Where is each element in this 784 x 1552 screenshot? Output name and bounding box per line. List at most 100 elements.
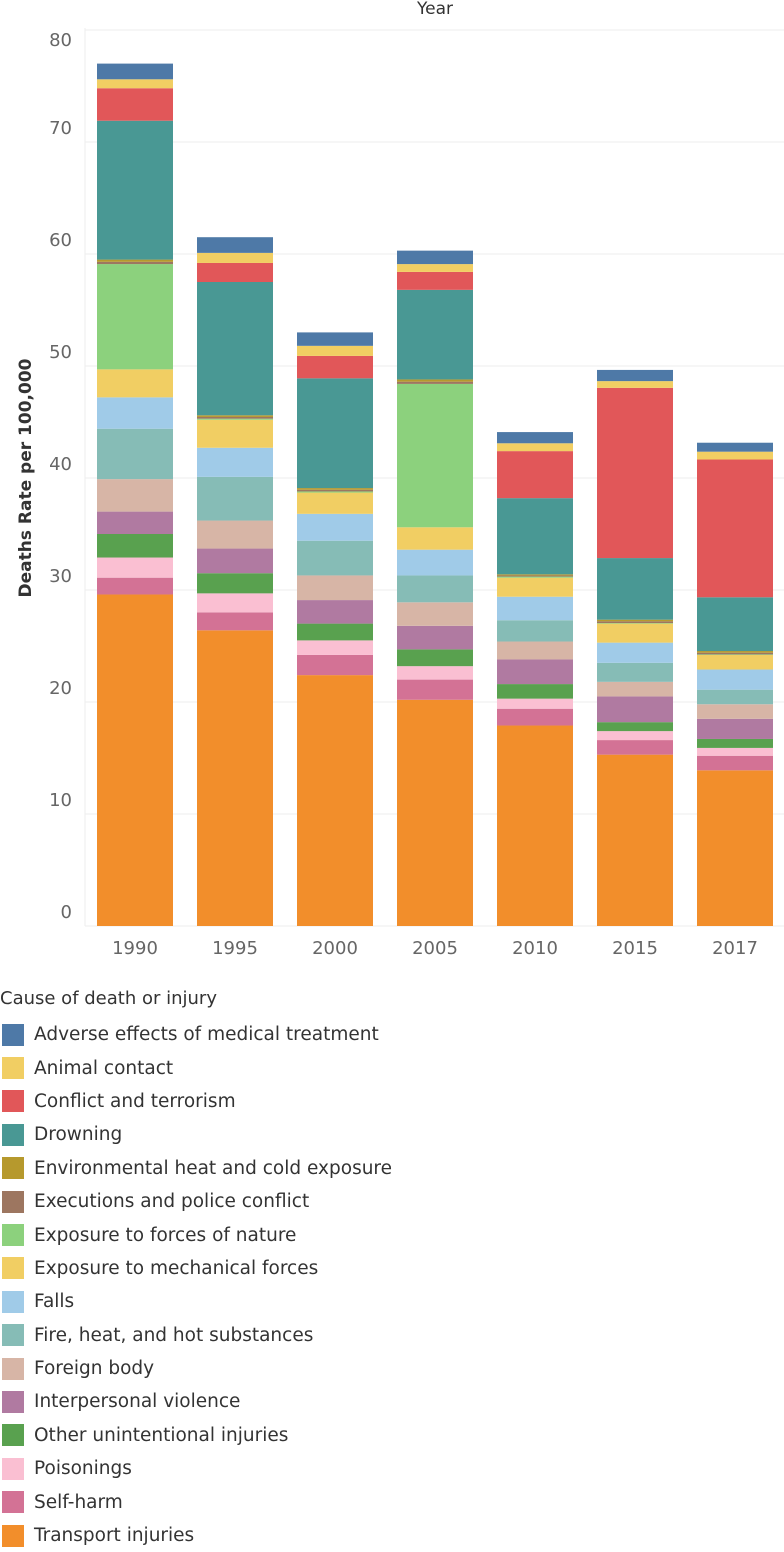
bar-segment-2017-exposure-to-mechanical-forces xyxy=(697,654,773,670)
x-tick-label: 2017 xyxy=(712,938,758,959)
bar-segment-1995-interpersonal-violence xyxy=(197,548,273,574)
legend-item[interactable]: Drowning xyxy=(0,1118,392,1151)
bar-segment-2000-adverse-effects-of-medical-treatment xyxy=(297,332,373,346)
legend-item[interactable]: Executions and police conflict xyxy=(0,1185,392,1218)
legend-item[interactable]: Fire, heat, and hot substances xyxy=(0,1319,392,1352)
legend-label: Interpersonal violence xyxy=(34,1391,241,1413)
legend-item[interactable]: Self-harm xyxy=(0,1485,392,1518)
legend-label: Exposure to mechanical forces xyxy=(34,1257,319,1279)
bar-segment-2000-falls xyxy=(297,513,373,541)
bar-segment-2000-foreign-body xyxy=(297,575,373,601)
y-tick-label: 20 xyxy=(49,678,72,699)
legend-item[interactable]: Exposure to mechanical forces xyxy=(0,1252,392,1285)
bar-segment-2010-self-harm xyxy=(497,708,573,726)
legend-item[interactable]: Foreign body xyxy=(0,1352,392,1385)
bar-segment-2017-executions-and-police-conflict xyxy=(697,652,773,655)
bar-segment-1990-other-unintentional-injuries xyxy=(97,534,173,558)
legend-title: Cause of death or injury xyxy=(0,988,217,1009)
bar-segment-2000-other-unintentional-injuries xyxy=(297,623,373,641)
legend-swatch xyxy=(2,1424,24,1447)
bar-segment-1995-poisonings xyxy=(197,593,273,613)
bar-segment-1995-exposure-to-forces-of-nature xyxy=(197,418,273,420)
bar-segment-2017-exposure-to-forces-of-nature xyxy=(697,654,773,655)
bar-segment-2005-exposure-to-mechanical-forces xyxy=(397,527,473,550)
bar-segment-1995-executions-and-police-conflict xyxy=(197,416,273,419)
legend-label: Falls xyxy=(34,1291,75,1313)
bar-segment-2015-self-harm xyxy=(597,740,673,755)
bar-segment-1990-adverse-effects-of-medical-treatment xyxy=(97,63,173,80)
legend-swatch xyxy=(2,1357,24,1380)
bar-segment-2005-adverse-effects-of-medical-treatment xyxy=(397,250,473,265)
legend-swatch xyxy=(2,1524,24,1547)
legend-item[interactable]: Animal contact xyxy=(0,1051,392,1084)
legend-item[interactable]: Environmental heat and cold exposure xyxy=(0,1152,392,1185)
legend-swatch xyxy=(2,1190,24,1213)
bar-segment-2017-poisonings xyxy=(697,747,773,756)
legend-label: Adverse effects of medical treatment xyxy=(34,1024,379,1046)
bar-segment-2010-conflict-and-terrorism xyxy=(497,451,573,499)
legend-label: Exposure to forces of nature xyxy=(34,1224,297,1246)
bar-segment-1995-drowning xyxy=(197,282,273,416)
bar-segment-1995-other-unintentional-injuries xyxy=(197,573,273,594)
legend-item[interactable]: Interpersonal violence xyxy=(0,1385,392,1418)
bar-segment-1990-environmental-heat-and-cold-exposure xyxy=(97,259,173,262)
bar-segment-2005-exposure-to-forces-of-nature xyxy=(397,383,473,528)
legend-item[interactable]: Exposure to forces of nature xyxy=(0,1218,392,1251)
bar-segment-2000-conflict-and-terrorism xyxy=(297,355,373,379)
legend-item[interactable]: Conflict and terrorism xyxy=(0,1085,392,1118)
legend-swatch xyxy=(2,1457,24,1480)
x-tick-label: 2000 xyxy=(312,938,358,959)
bar-segment-2005-falls xyxy=(397,549,473,576)
bar-segment-1995-self-harm xyxy=(197,612,273,631)
bar-segment-2000-exposure-to-forces-of-nature xyxy=(297,491,373,493)
legend-item[interactable]: Poisonings xyxy=(0,1452,392,1485)
legend-swatch xyxy=(2,1057,24,1080)
bar-segment-2010-other-unintentional-injuries xyxy=(497,684,573,699)
bar-segment-2017-drowning xyxy=(697,597,773,652)
bar-segment-2010-exposure-to-mechanical-forces xyxy=(497,577,573,597)
bar-segment-2010-interpersonal-violence xyxy=(497,659,573,685)
bar-segment-1990-fire-heat-and-hot-substances xyxy=(97,428,173,480)
bar-segment-2010-poisonings xyxy=(497,698,573,709)
bar-segment-2015-exposure-to-forces-of-nature xyxy=(597,623,673,624)
y-axis-label: Deaths Rate per 100,000 xyxy=(16,358,36,597)
legend-item[interactable]: Falls xyxy=(0,1285,392,1318)
bar-segment-2005-foreign-body xyxy=(397,602,473,626)
bar-segment-2000-exposure-to-mechanical-forces xyxy=(297,492,373,514)
bar-segment-2005-poisonings xyxy=(397,666,473,680)
bar-segment-1990-transport-injuries xyxy=(97,594,173,926)
bar-segment-1990-exposure-to-mechanical-forces xyxy=(97,369,173,398)
legend-item[interactable]: Adverse effects of medical treatment xyxy=(0,1018,392,1051)
bar-segment-2005-transport-injuries xyxy=(397,699,473,926)
legend-item[interactable]: Other unintentional injuries xyxy=(0,1419,392,1452)
bar-segment-2005-conflict-and-terrorism xyxy=(397,271,473,290)
bar-segment-2017-falls xyxy=(697,669,773,690)
bar-segment-1990-executions-and-police-conflict xyxy=(97,261,173,265)
bar-segment-2015-foreign-body xyxy=(597,681,673,697)
bar-segment-2010-falls xyxy=(497,596,573,621)
bar-segment-1990-animal-contact xyxy=(97,79,173,89)
legend-swatch xyxy=(2,1090,24,1113)
bar-segment-2015-conflict-and-terrorism xyxy=(597,387,673,559)
legend-swatch xyxy=(2,1123,24,1146)
bar-segment-2017-self-harm xyxy=(697,755,773,771)
legend-swatch xyxy=(2,1023,24,1046)
legend-label: Self-harm xyxy=(34,1491,123,1513)
legend: Cause of death or injury Adverse effects… xyxy=(0,986,392,1552)
legend-item[interactable]: Transport injuries xyxy=(0,1519,392,1552)
bar-segment-2005-environmental-heat-and-cold-exposure xyxy=(397,379,473,382)
bar-segment-2005-drowning xyxy=(397,289,473,380)
y-tick-label: 50 xyxy=(49,342,72,363)
bar-segment-2000-fire-heat-and-hot-substances xyxy=(297,540,373,576)
chart-title: Year xyxy=(416,0,453,19)
bar-segment-2015-adverse-effects-of-medical-treatment xyxy=(597,369,673,382)
x-tick-label: 2015 xyxy=(612,938,658,959)
bar-segment-2017-conflict-and-terrorism xyxy=(697,459,773,598)
bar-segment-2015-animal-contact xyxy=(597,381,673,388)
bar-segment-1995-environmental-heat-and-cold-exposure xyxy=(197,415,273,417)
legend-label: Foreign body xyxy=(34,1358,155,1380)
bar-segment-2017-other-unintentional-injuries xyxy=(697,738,773,748)
x-tick-label: 1995 xyxy=(212,938,258,959)
bar-segment-2010-exposure-to-forces-of-nature xyxy=(497,576,573,578)
bar-segment-1995-falls xyxy=(197,447,273,477)
